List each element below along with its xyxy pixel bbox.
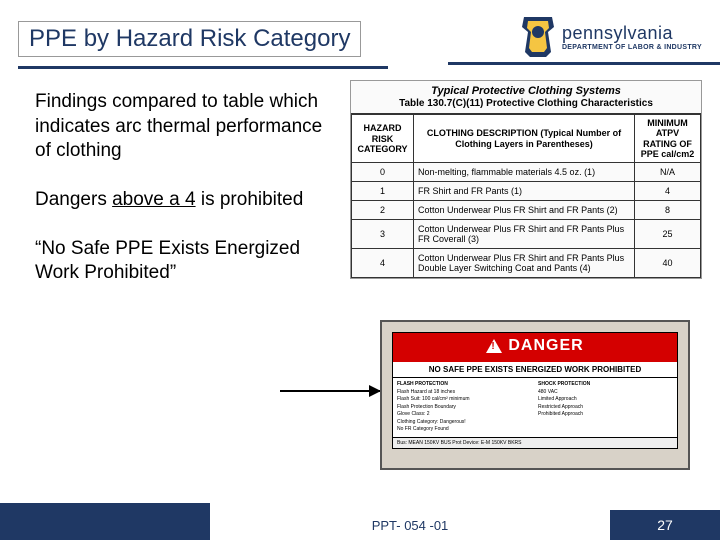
cell-rating: N/A	[635, 163, 701, 182]
danger-col-2: SHOCK PROTECTION 480 VAC Limited Approac…	[538, 381, 673, 434]
cell-desc: Cotton Underwear Plus FR Shirt and FR Pa…	[414, 249, 635, 278]
danger-word: DANGER	[508, 337, 583, 355]
protective-table: HAZARD RISK CATEGORY CLOTHING DESCRIPTIO…	[351, 114, 701, 278]
th-description: CLOTHING DESCRIPTION (Typical Number of …	[414, 115, 635, 163]
table-header-row: HAZARD RISK CATEGORY CLOTHING DESCRIPTIO…	[352, 115, 701, 163]
slide-footer: PPT- 054 -01 27	[0, 510, 720, 540]
logo-state: pennsylvania	[562, 24, 702, 42]
table-row: 1FR Shirt and FR Pants (1)4	[352, 182, 701, 201]
keystone-icon	[520, 15, 556, 59]
body-text: Findings compared to table which indicat…	[35, 90, 340, 310]
table-row: 3Cotton Underwear Plus FR Shirt and FR P…	[352, 220, 701, 249]
cell-cat: 3	[352, 220, 414, 249]
cell-desc: Cotton Underwear Plus FR Shirt and FR Pa…	[414, 201, 635, 220]
danger-header: DANGER	[393, 333, 677, 362]
danger-col-1: FLASH PROTECTION Flash Hazard at 18 inch…	[397, 381, 532, 434]
slide-title: PPE by Hazard Risk Category	[18, 21, 361, 57]
cell-cat: 2	[352, 201, 414, 220]
cell-cat: 0	[352, 163, 414, 182]
danger-mid: NO SAFE PPE EXISTS ENERGIZED WORK PROHIB…	[393, 362, 677, 378]
th-rating: MINIMUM ATPV RATING OF PPE cal/cm2	[635, 115, 701, 163]
state-logo: pennsylvania DEPARTMENT OF LABOR & INDUS…	[520, 15, 702, 59]
col1-text: Flash Hazard at 18 inches Flash Suit: 10…	[397, 389, 470, 433]
danger-footer: Bus: MEAN 150KV BUS Prot Device: E-M 150…	[393, 437, 677, 448]
cell-rating: 25	[635, 220, 701, 249]
danger-label: DANGER NO SAFE PPE EXISTS ENERGIZED WORK…	[392, 332, 678, 449]
cell-desc: Cotton Underwear Plus FR Shirt and FR Pa…	[414, 220, 635, 249]
title-underline	[18, 66, 388, 69]
cell-desc: Non-melting, flammable materials 4.5 oz.…	[414, 163, 635, 182]
para-1: Findings compared to table which indicat…	[35, 90, 340, 164]
p2-underline: above a 4	[112, 189, 195, 210]
page-number: 27	[610, 510, 720, 540]
table-subtitle: Table 130.7(C)(11) Protective Clothing C…	[351, 98, 701, 114]
cell-rating: 40	[635, 249, 701, 278]
table-row: 4Cotton Underwear Plus FR Shirt and FR P…	[352, 249, 701, 278]
warning-triangle-icon	[486, 339, 502, 353]
col1-head: FLASH PROTECTION	[397, 381, 448, 387]
cell-rating: 4	[635, 182, 701, 201]
footer-code: PPT- 054 -01	[210, 510, 610, 540]
cell-desc: FR Shirt and FR Pants (1)	[414, 182, 635, 201]
table-title: Typical Protective Clothing Systems	[351, 81, 701, 98]
table-row: 0Non-melting, flammable materials 4.5 oz…	[352, 163, 701, 182]
clothing-table: Typical Protective Clothing Systems Tabl…	[350, 80, 702, 279]
p2b: is prohibited	[196, 189, 304, 210]
danger-body: FLASH PROTECTION Flash Hazard at 18 inch…	[393, 378, 677, 437]
cell-cat: 1	[352, 182, 414, 201]
arrow-icon	[280, 390, 380, 392]
col2-head: SHOCK PROTECTION	[538, 381, 590, 387]
th-category: HAZARD RISK CATEGORY	[352, 115, 414, 163]
table-row: 2Cotton Underwear Plus FR Shirt and FR P…	[352, 201, 701, 220]
footer-left-bar	[0, 510, 210, 540]
logo-dept: DEPARTMENT OF LABOR & INDUSTRY	[562, 44, 702, 51]
danger-label-photo: DANGER NO SAFE PPE EXISTS ENERGIZED WORK…	[380, 320, 690, 470]
cell-rating: 8	[635, 201, 701, 220]
cell-cat: 4	[352, 249, 414, 278]
col2-text: 480 VAC Limited Approach Restricted Appr…	[538, 389, 583, 418]
para-3: “No Safe PPE Exists Energized Work Prohi…	[35, 237, 340, 286]
slide: PPE by Hazard Risk Category pennsylvania…	[0, 0, 720, 540]
para-2: Dangers above a 4 is prohibited	[35, 188, 340, 213]
p2a: Dangers	[35, 189, 112, 210]
logo-text: pennsylvania DEPARTMENT OF LABOR & INDUS…	[562, 24, 702, 51]
header-line	[448, 62, 720, 65]
